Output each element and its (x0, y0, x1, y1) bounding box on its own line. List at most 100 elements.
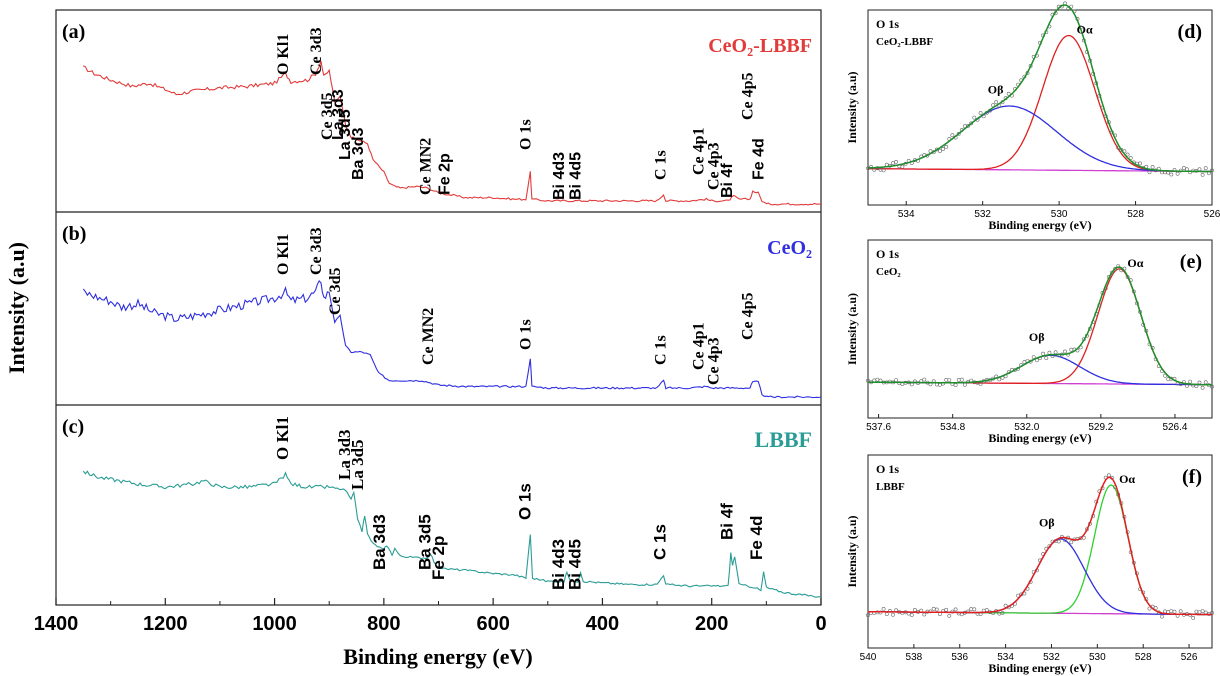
envelope-line (868, 266, 1212, 386)
o1s-x-tick-label: 540 (860, 652, 877, 663)
o1s-x-tick-label: 532.0 (1014, 422, 1039, 433)
peak-annotation: Bi 4d3 (551, 152, 568, 200)
survey-line-a (83, 61, 822, 206)
raw-data-point (1063, 349, 1067, 354)
peak-annotation: Fe 4d (747, 516, 766, 560)
peak-annotation: O Kl1 (275, 234, 292, 275)
peak-annotation: Ce 4p1 (691, 322, 708, 370)
peak-annotation: Bi 4f (719, 163, 736, 198)
survey-x-tick-label: 1400 (34, 613, 79, 635)
raw-data-point (1197, 380, 1202, 385)
panel-label-d: (d) (1178, 21, 1202, 43)
peak-annotation: Ce 3d3 (308, 27, 325, 75)
panel-label-f: (f) (1182, 466, 1202, 488)
raw-data-point (1178, 609, 1183, 614)
peak-annotation: La 3d3 (330, 89, 347, 140)
peak-annotation: Ce 3d3 (308, 227, 325, 275)
raw-data-point (1069, 347, 1074, 352)
o1s-y-axis-label: Intensity (a.u) (845, 293, 859, 365)
peak-annotation: Ce MN2 (420, 308, 437, 365)
o1s-panel-d: 534 532 530 528 526 Binding energy (eV) Intens… (845, 1, 1220, 232)
raw-data-point (953, 383, 958, 388)
o1s-title: O 1s (876, 462, 899, 476)
raw-data-point (1147, 606, 1152, 611)
peak-label-beta: Oβ (988, 83, 1004, 97)
o1s-panels: 534 532 530 528 526 Binding energy (eV) Intens… (845, 1, 1220, 675)
raw-data-point (1169, 609, 1174, 614)
raw-data-point (1063, 538, 1067, 543)
o1s-title: O 1s (876, 247, 899, 261)
raw-data-point (1172, 609, 1177, 614)
raw-data-point (1125, 152, 1130, 157)
peak-annotation: Ba 3d5 (415, 514, 434, 570)
raw-data-point (972, 607, 977, 612)
raw-data-point (1047, 350, 1052, 355)
survey-x-tick-label: 1200 (143, 613, 188, 635)
o1s-frame (867, 9, 1213, 206)
peak-annotation: Ce MN2 (417, 138, 434, 195)
raw-data-point (1163, 609, 1168, 614)
raw-data-point (1041, 351, 1046, 356)
raw-data-point (1185, 167, 1189, 172)
raw-data-point (944, 377, 949, 382)
raw-data-point (1053, 350, 1058, 355)
raw-data-point (1000, 611, 1005, 615)
o1s-x-tick-label: 536 (951, 652, 968, 663)
raw-data-point (1203, 380, 1208, 385)
peak-label-alpha: Oα (1127, 256, 1143, 270)
survey-x-tick-label: 400 (586, 613, 619, 635)
raw-data-point (944, 607, 949, 612)
raw-data-point (984, 608, 989, 612)
peak-label-alpha: Oα (1119, 472, 1135, 486)
o1s-x-tick-label: 534.8 (940, 422, 965, 433)
o1s-x-tick-label: 526 (1204, 209, 1220, 220)
raw-data-point (1163, 373, 1168, 378)
o1s-x-tick-label: 537.6 (866, 422, 891, 433)
raw-data-point (1106, 473, 1111, 478)
peak-annotation: Ce 3d5 (327, 267, 344, 315)
sample-name: CeO₂-LBBF (876, 36, 933, 48)
peak-annotation: O Kl1 (273, 416, 292, 460)
panel-label-c: (c) (62, 416, 84, 438)
peak-annotation: Ba 3d3 (370, 514, 389, 570)
envelope-line (868, 476, 1212, 616)
raw-data-point (1203, 166, 1208, 171)
peak-annotation: La 3d5 (348, 439, 367, 490)
raw-data-point (1175, 171, 1180, 176)
survey-x-axis-label: Binding energy (eV) (343, 644, 532, 669)
peak-annotation: O 1s (517, 119, 534, 150)
raw-data-point (1200, 172, 1205, 177)
o1s-x-tick-label: 530 (1051, 209, 1068, 220)
peak-annotation: Fe 4d (751, 138, 768, 180)
peak-label-alpha: Oα (1077, 22, 1093, 36)
o1s-panel-e: 537.6 534.8 532.0 529.2 526.4 Binding energy … (845, 239, 1214, 445)
peak-annotation: Fe 2p (436, 153, 453, 195)
raw-data-point (909, 382, 914, 387)
raw-data-point (1138, 161, 1143, 166)
peak-annotation: Bi 4d5 (566, 539, 585, 590)
o1s-x-axis-label: Binding energy (eV) (988, 661, 1091, 675)
o1s-title: O 1s (876, 17, 899, 31)
raw-data-point (1166, 377, 1171, 382)
raw-data-point (1200, 609, 1205, 614)
raw-data-point (894, 159, 899, 164)
o1s-x-tick-label: 528 (1135, 652, 1152, 663)
raw-data-point (966, 124, 971, 128)
raw-data-point (1056, 539, 1061, 544)
raw-data-point (950, 609, 955, 614)
raw-data-point (947, 613, 952, 618)
raw-data-point (1003, 603, 1008, 608)
peak-annotation: La 3d5 (337, 109, 354, 160)
peak-annotation: O 1s (517, 319, 534, 350)
peak-annotation: Ce 4p3 (705, 337, 722, 385)
raw-data-point (950, 133, 955, 138)
panel-label-a: (a) (62, 21, 85, 43)
raw-data-point (969, 121, 974, 126)
survey-x-tick-label: 800 (367, 613, 400, 635)
survey-x-tick-label: 0 (815, 613, 826, 635)
raw-data-point (1194, 609, 1199, 614)
o1s-x-tick-label: 530 (1089, 652, 1106, 663)
o1s-x-tick-label: 529.2 (1088, 422, 1113, 433)
